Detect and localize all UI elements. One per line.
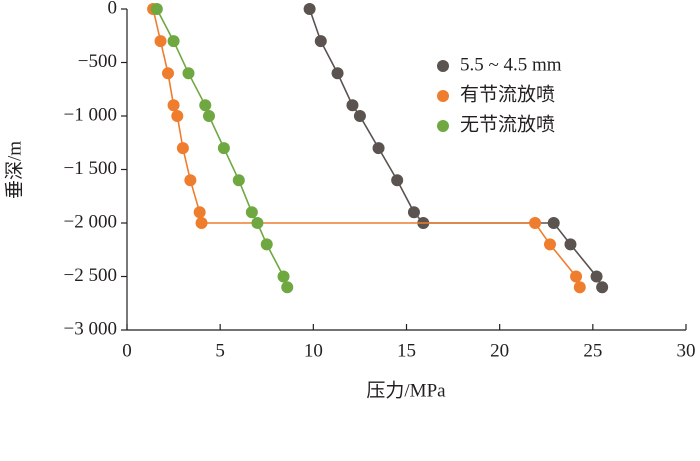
- data-point: [570, 270, 583, 283]
- y-tick-label: −1 000: [64, 104, 117, 125]
- data-point: [161, 67, 174, 80]
- x-axis-label: 压力/MPa: [366, 379, 446, 401]
- y-axis-label: 垂深/m: [3, 141, 25, 199]
- y-tick-label: −500: [78, 51, 117, 72]
- data-point: [154, 35, 167, 48]
- data-point: [232, 174, 245, 187]
- x-tick-label: 10: [304, 340, 323, 361]
- data-point: [150, 3, 163, 15]
- data-point: [543, 238, 556, 251]
- series-line: [152, 8, 581, 288]
- data-point: [184, 174, 197, 187]
- data-point: [167, 35, 180, 48]
- x-tick-label: 5: [215, 340, 225, 361]
- data-point: [171, 110, 184, 122]
- data-point: [199, 99, 212, 112]
- legend-marker: [437, 120, 449, 132]
- data-point: [260, 238, 273, 251]
- y-tick-label: −2 500: [64, 265, 117, 286]
- y-tick-label: −3 000: [64, 318, 117, 339]
- x-tick-label: 15: [397, 340, 416, 361]
- legend-label: 5.5 ~ 4.5 mm: [460, 54, 562, 75]
- data-point: [217, 142, 230, 155]
- data-point: [331, 67, 344, 80]
- x-tick-label: 30: [677, 340, 696, 361]
- data-point: [353, 110, 366, 122]
- data-point: [391, 174, 404, 187]
- legend-marker: [437, 60, 449, 72]
- data-point: [314, 35, 327, 48]
- x-tick-label: 20: [490, 340, 509, 361]
- data-point: [547, 217, 560, 229]
- data-point: [573, 281, 586, 294]
- data-point: [176, 142, 189, 155]
- data-point: [193, 206, 206, 219]
- data-point: [346, 99, 359, 112]
- x-tick-label: 0: [122, 340, 132, 361]
- data-point: [277, 270, 290, 283]
- data-point: [303, 3, 316, 15]
- data-point: [202, 110, 215, 122]
- x-tick-label: 25: [583, 340, 602, 361]
- data-point: [372, 142, 385, 155]
- legend-label: 有节流放喷: [460, 83, 555, 105]
- data-point: [407, 206, 420, 219]
- legend-label: 无节流放喷: [460, 113, 555, 135]
- data-point: [564, 238, 577, 251]
- y-tick-label: −2 000: [64, 211, 117, 232]
- data-point: [590, 270, 603, 283]
- data-point: [195, 217, 208, 229]
- data-point: [245, 206, 258, 219]
- data-point: [529, 217, 542, 229]
- legend-marker: [437, 90, 449, 102]
- data-point: [251, 217, 264, 229]
- y-tick-label: −1 500: [64, 158, 117, 179]
- series-line: [308, 8, 603, 288]
- data-point: [596, 281, 609, 294]
- data-point: [167, 99, 180, 112]
- data-point: [182, 67, 195, 80]
- data-point: [281, 281, 294, 294]
- y-tick-label: 0: [108, 0, 118, 18]
